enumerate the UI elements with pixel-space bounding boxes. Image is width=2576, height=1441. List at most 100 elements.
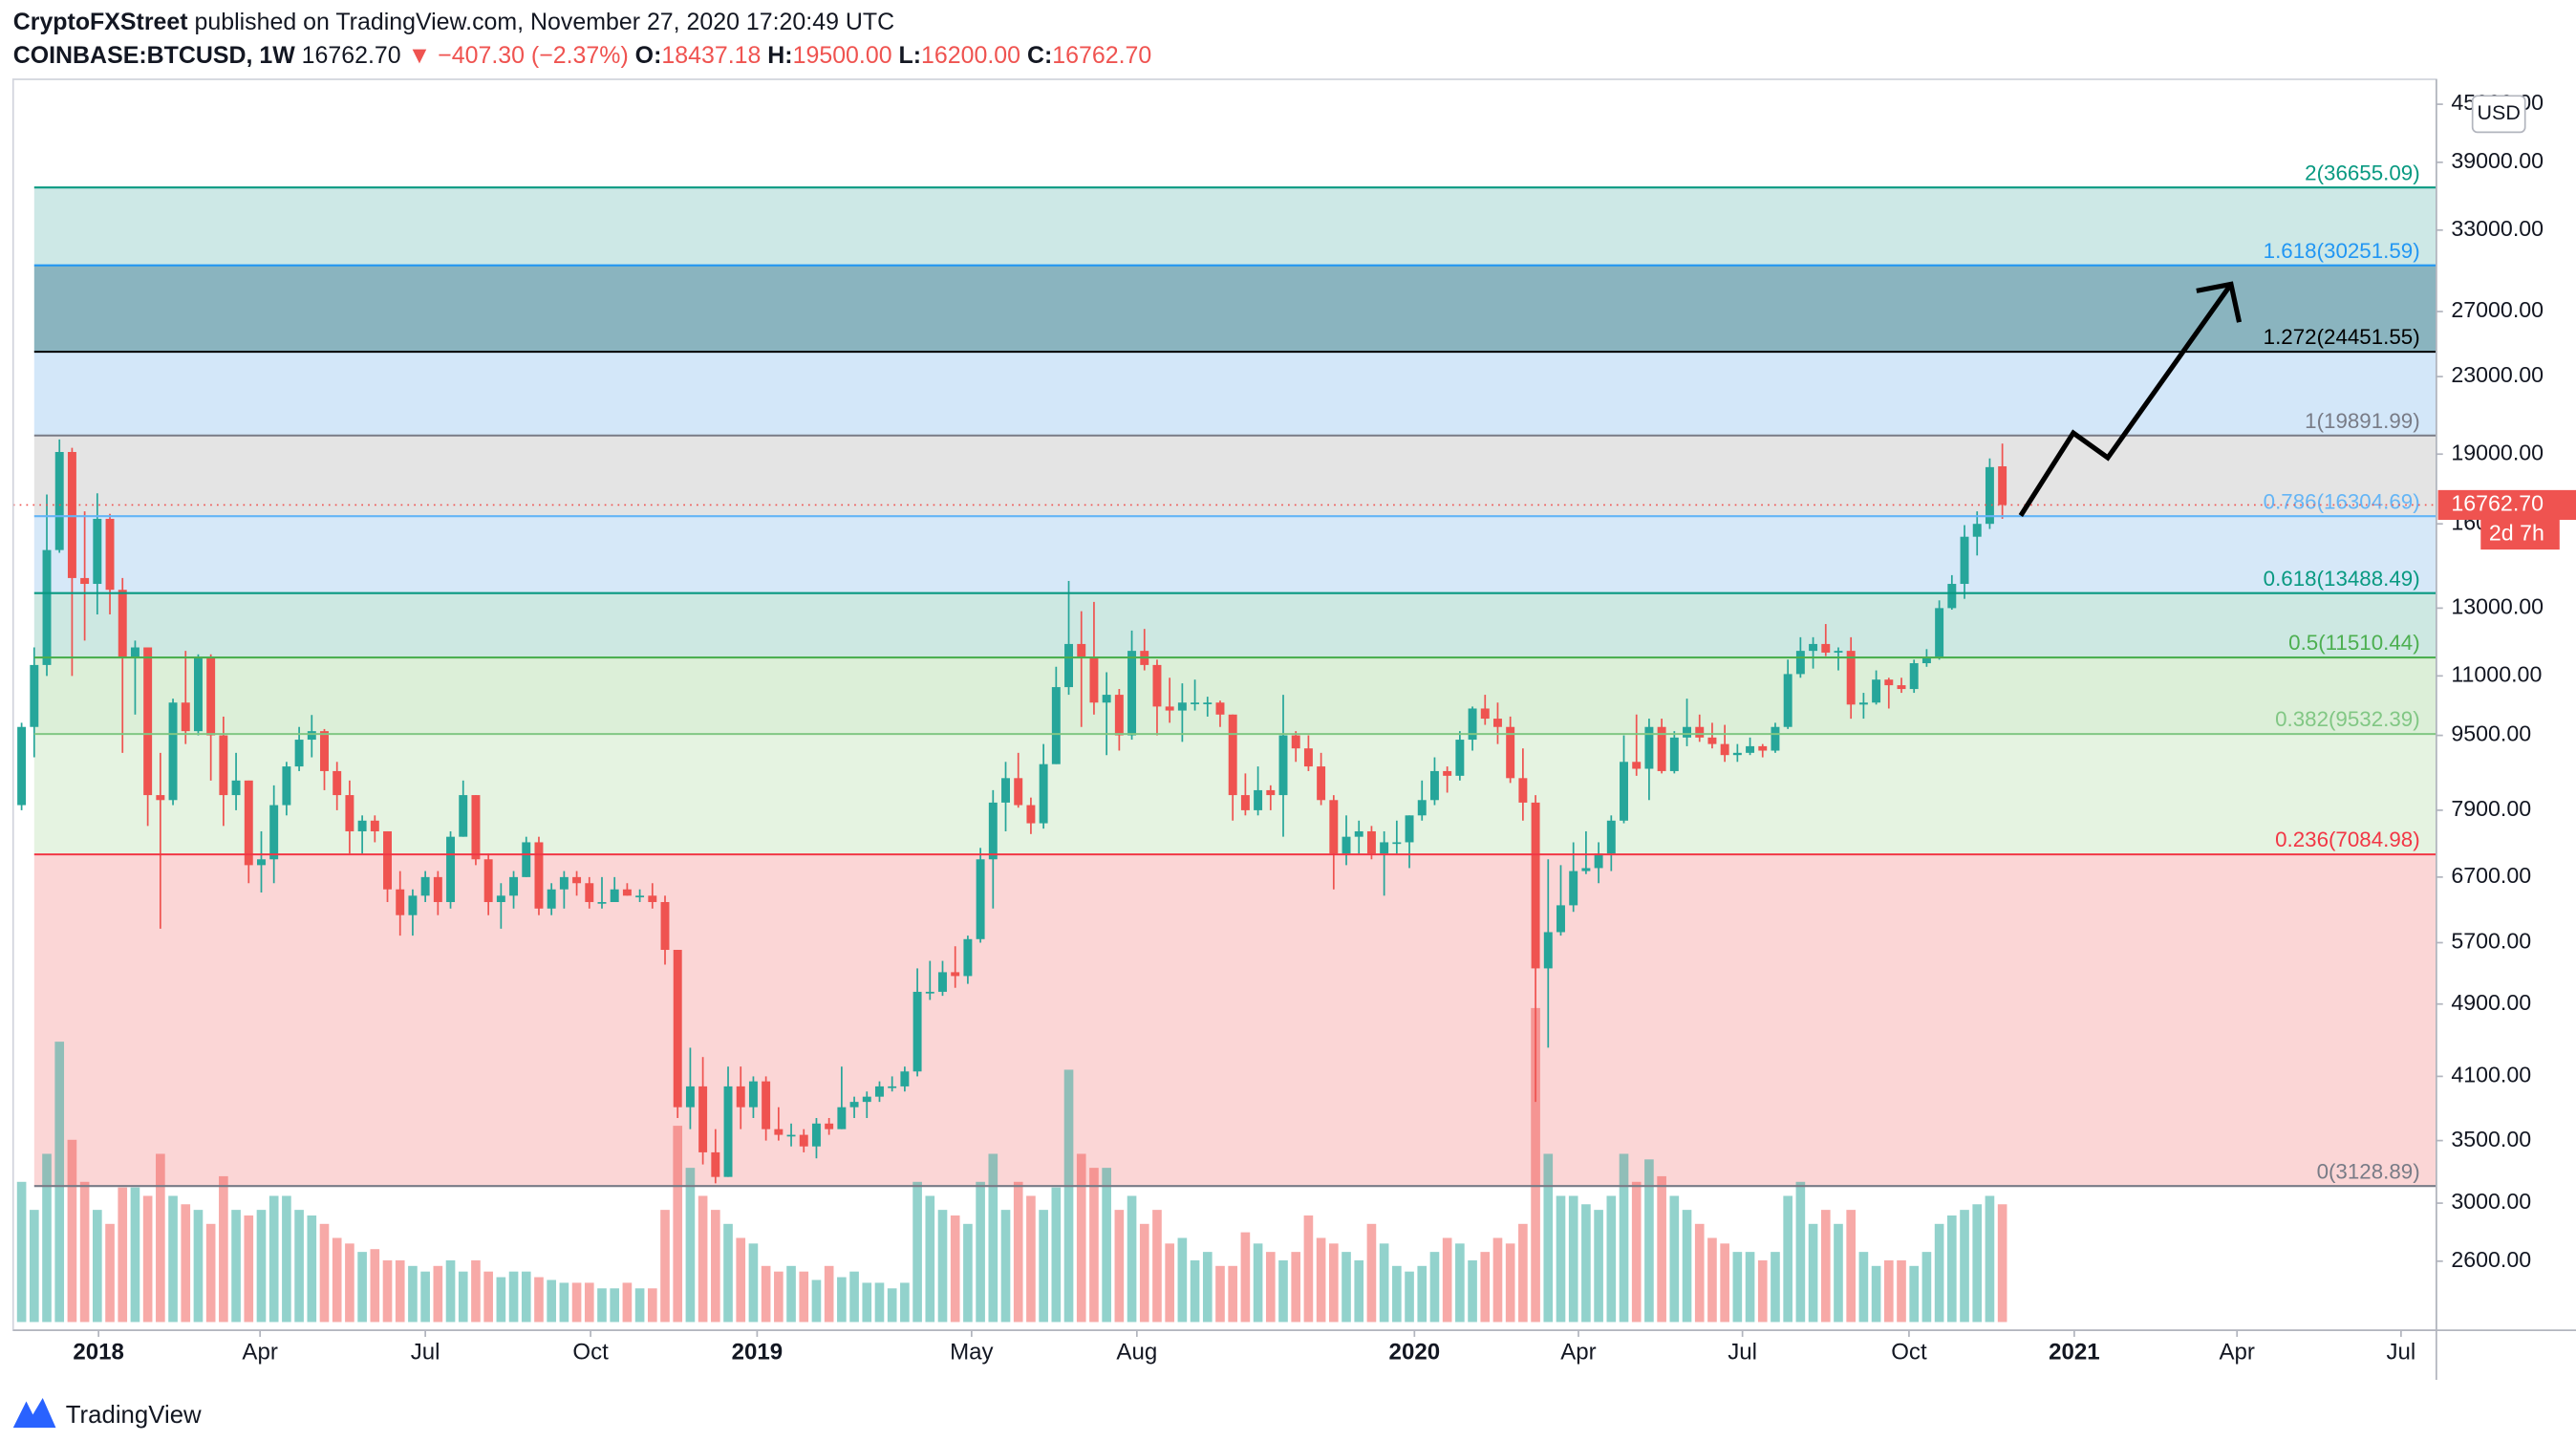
price-tag [2437,489,2576,520]
volume-bar [1997,1204,2007,1323]
candle-body [1998,466,2007,505]
y-tick-label: 3000.00 [2451,1189,2531,1214]
volume-bar [1114,1210,1125,1323]
candle-body [1303,748,1313,767]
volume-bar [698,1195,708,1323]
candle-body [673,950,682,1108]
candle-body [307,731,316,741]
candle-body [1014,778,1023,806]
countdown-label: 2d 7h [2489,521,2544,546]
fib-label: 0.236(7084.98) [2275,828,2420,851]
candle-body [1506,726,1515,779]
volume-bar [1253,1243,1263,1323]
volume-bar [1468,1259,1477,1323]
volume-bar [382,1259,393,1323]
fib-label: 0.382(9532.39) [2275,707,2420,731]
candle-body [1746,745,1755,753]
x-tick-label: Aug [1116,1340,1157,1366]
volume-bar [1606,1195,1617,1323]
x-tick-label: Apr [242,1340,277,1366]
volume-bar [887,1288,897,1323]
symbol-line: COINBASE:BTCUSD, 1W 16762.70 ▼ −407.30 (… [13,41,1152,68]
candle-body [786,1134,796,1137]
volume-bar [1152,1210,1162,1323]
volume-bar [1960,1210,1969,1323]
candle-body [685,1086,695,1108]
volume-bar [1921,1252,1932,1323]
candle-body [610,889,619,903]
published: published on TradingView.com, November 2… [195,9,895,35]
candle-body [1405,815,1414,843]
volume-bar [1820,1210,1831,1323]
candle-body [118,590,127,658]
candle-body [1783,674,1792,727]
candle-body [345,795,354,831]
candle-body [736,1086,745,1108]
candle-body [1644,726,1654,769]
axes: 45000.0039000.0033000.0027000.0023000.00… [73,90,2576,1366]
volume-bar [1228,1265,1238,1323]
candle-body [1165,706,1174,711]
projection-arrow [2018,282,2234,517]
candle-body [143,647,153,796]
candle-body [1266,789,1276,796]
candle-body [1657,726,1666,771]
candle-body [888,1086,897,1088]
volume-bar [496,1277,506,1323]
currency-box[interactable] [2471,95,2526,134]
candle-body [1897,685,1906,690]
candle-body [849,1102,859,1108]
volume-bar [105,1223,115,1323]
candle-body [168,702,178,801]
candle-body [862,1096,871,1103]
x-tick-label: Apr [1560,1340,1596,1366]
volume-bar [1329,1243,1339,1323]
candle-body [1858,702,1868,705]
volume-bar [1808,1223,1818,1323]
volume-bar [1165,1243,1174,1323]
volume-bar [1883,1259,1894,1323]
volume-bar [1278,1259,1288,1323]
x-tick-label: Oct [1891,1340,1927,1366]
volume-bar [93,1210,102,1323]
volume-bar [673,1126,683,1323]
volume-bar [774,1271,784,1323]
volume-bar [319,1223,330,1323]
candle-body [1240,795,1250,810]
volume-bar [976,1181,985,1323]
price-tag-label: 16762.70 [2451,491,2544,516]
candle-body [1342,836,1351,854]
volume-bar [1669,1195,1680,1323]
change: ▼ −407.30 (−2.37%) [408,41,629,68]
volume-bar [1757,1259,1768,1323]
volume-bar [1480,1252,1491,1323]
candle-body [1606,820,1616,854]
candle-body [1380,842,1389,854]
volume-bar [268,1195,279,1323]
volume-bar [685,1168,696,1323]
candle-body [723,1086,733,1177]
volume-bar [1405,1271,1414,1323]
candle-body [496,895,505,903]
volume-bar [874,1282,885,1323]
candle-body [1177,702,1187,711]
candle-body [1089,657,1099,703]
candle-body [1191,702,1200,704]
candle-body [1543,932,1553,969]
candle-body [1795,651,1805,675]
close: 16762.70 [1052,41,1151,68]
fib-zone [33,435,2436,517]
volume-bar [736,1237,746,1323]
candle-body [1329,800,1339,854]
candle-body [1556,905,1565,933]
volume-bar [54,1042,65,1323]
x-tick-label: 2018 [73,1340,124,1366]
x-tick-label: Jul [2387,1340,2416,1366]
low-label: L: [899,41,922,68]
volume-bar [1177,1237,1188,1323]
candle-body [30,664,39,727]
candle-body [1720,743,1729,756]
candle-body [257,859,266,866]
volume-bar [1354,1259,1364,1323]
candle-body [1051,687,1061,764]
